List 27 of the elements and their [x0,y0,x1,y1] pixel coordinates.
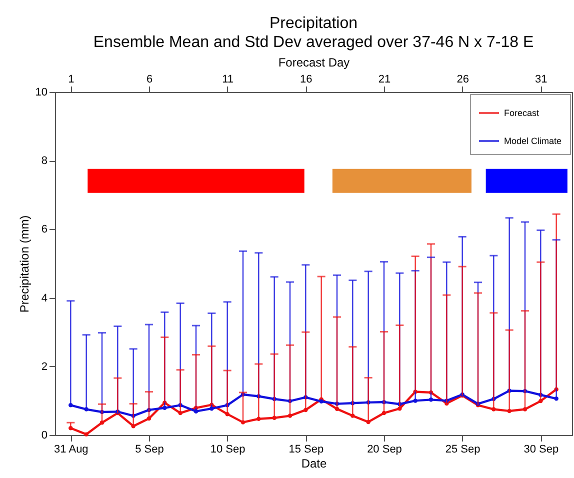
x-tick-label: 15 Sep [288,444,324,456]
chart-title: Precipitation [269,15,358,32]
x2-tick-label: 26 [456,74,469,86]
x2-tick-label: 21 [378,74,391,86]
x-tick-label: 10 Sep [210,444,246,456]
x2-tick-label: 16 [300,74,312,86]
chart-subtitle: Ensemble Mean and Std Dev averaged over 37-46 N x 7-18 E [93,34,534,51]
x-tick-label: 25 Sep [445,444,480,456]
y-tick-label: 2 [41,360,48,373]
x2-tick-label: 31 [535,74,548,86]
x-tick-label: 31 Aug [54,444,88,456]
y-tick-label: 0 [41,430,48,442]
legend-label: Forecast [504,108,540,118]
legend-label: Model Climate [504,136,562,146]
x-axis-title: Date [301,456,327,470]
x2-axis-title: Forecast Day [278,56,350,70]
x2-tick-label: 6 [146,74,153,86]
y-tick-label: 4 [41,292,48,304]
y-tick-label: 8 [41,155,48,168]
x-tick-label: 5 Sep [135,444,164,456]
x-tick-label: 20 Sep [367,444,402,456]
y-tick-label: 6 [41,224,48,236]
x-tick-label: 30 Sep [524,444,559,456]
y-tick-label: 10 [35,86,48,98]
x2-tick-label: 1 [68,74,74,86]
y-axis-title: Precipitation (mm) [17,215,32,313]
x2-tick-label: 11 [222,74,234,86]
